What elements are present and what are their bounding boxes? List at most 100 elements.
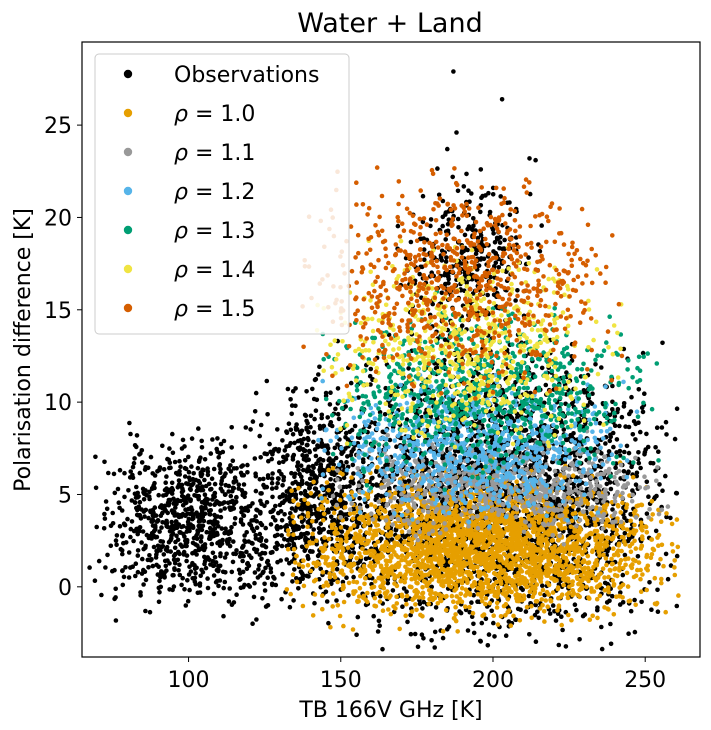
data-point [257,531,263,537]
data-point [563,644,569,649]
data-point [127,475,133,480]
data-point [263,538,269,543]
data-point [252,580,257,586]
data-point [133,561,139,566]
data-point [469,614,475,619]
data-point [152,523,158,528]
data-point [306,429,311,435]
data-point [633,437,638,442]
data-point [518,607,523,612]
data-point [182,534,187,539]
data-point [502,237,507,243]
data-point [555,498,561,504]
data-point [160,544,166,549]
data-point [138,590,143,595]
data-point [280,483,285,488]
data-point [229,569,235,575]
data-point [160,510,165,516]
data-point [629,394,634,400]
data-point [201,518,207,524]
data-point [279,500,285,506]
data-point [486,632,492,637]
data-point [259,543,265,548]
data-point [337,613,343,619]
data-point [676,593,681,598]
data-point [420,606,425,611]
data-point [481,256,487,262]
data-point [150,563,156,569]
data-point [173,539,178,545]
data-point [520,587,525,593]
data-point [338,525,344,530]
data-point [157,578,162,584]
data-point [202,542,208,547]
data-point [174,533,179,539]
data-point [175,472,180,477]
data-point [370,475,375,481]
data-point [349,490,355,495]
data-point [241,513,247,518]
data-point [206,481,212,487]
data-point [537,248,543,254]
data-point [166,539,172,545]
data-point [291,498,296,504]
data-point [199,445,205,450]
data-point [249,518,254,523]
data-point [170,450,176,456]
data-point [141,490,146,495]
data-point [290,457,296,462]
data-point [160,443,165,449]
data-point [572,602,578,607]
data-point [303,537,308,542]
data-point [183,543,188,549]
data-point [608,641,614,647]
data-point [372,542,378,548]
data-point [230,559,236,565]
data-point [231,600,237,605]
data-point [272,545,278,550]
data-point [404,589,409,594]
data-point [216,583,221,589]
data-point [276,510,281,516]
data-point [298,576,303,582]
data-point [172,551,178,557]
data-point [390,588,396,593]
data-point [303,492,308,498]
data-point [572,529,577,534]
data-point [117,467,123,473]
data-point [182,458,188,463]
data-point [242,494,247,500]
data-point [660,340,665,346]
data-point [293,403,298,409]
data-point [495,236,501,241]
data-point [395,223,401,229]
data-point [270,494,275,500]
data-point [454,130,459,135]
data-point [253,488,259,494]
data-point [577,637,582,642]
data-point [212,555,218,560]
data-point [324,480,330,485]
data-point [335,537,340,542]
data-point [188,569,194,574]
data-point [222,555,228,560]
data-point [613,465,618,471]
data-point [226,599,232,604]
data-point [287,604,293,610]
data-point [419,632,425,637]
data-point [152,505,158,510]
data-point [118,546,124,552]
data-point [163,563,169,569]
data-point [486,190,491,196]
data-point [242,506,248,512]
data-point [151,528,157,534]
data-point [610,507,615,512]
data-point [236,482,242,488]
data-point [674,603,680,609]
data-point [101,526,107,531]
data-point [185,578,190,583]
data-point [443,259,449,264]
data-point [179,582,184,588]
data-point [234,548,239,553]
data-point [333,406,338,412]
